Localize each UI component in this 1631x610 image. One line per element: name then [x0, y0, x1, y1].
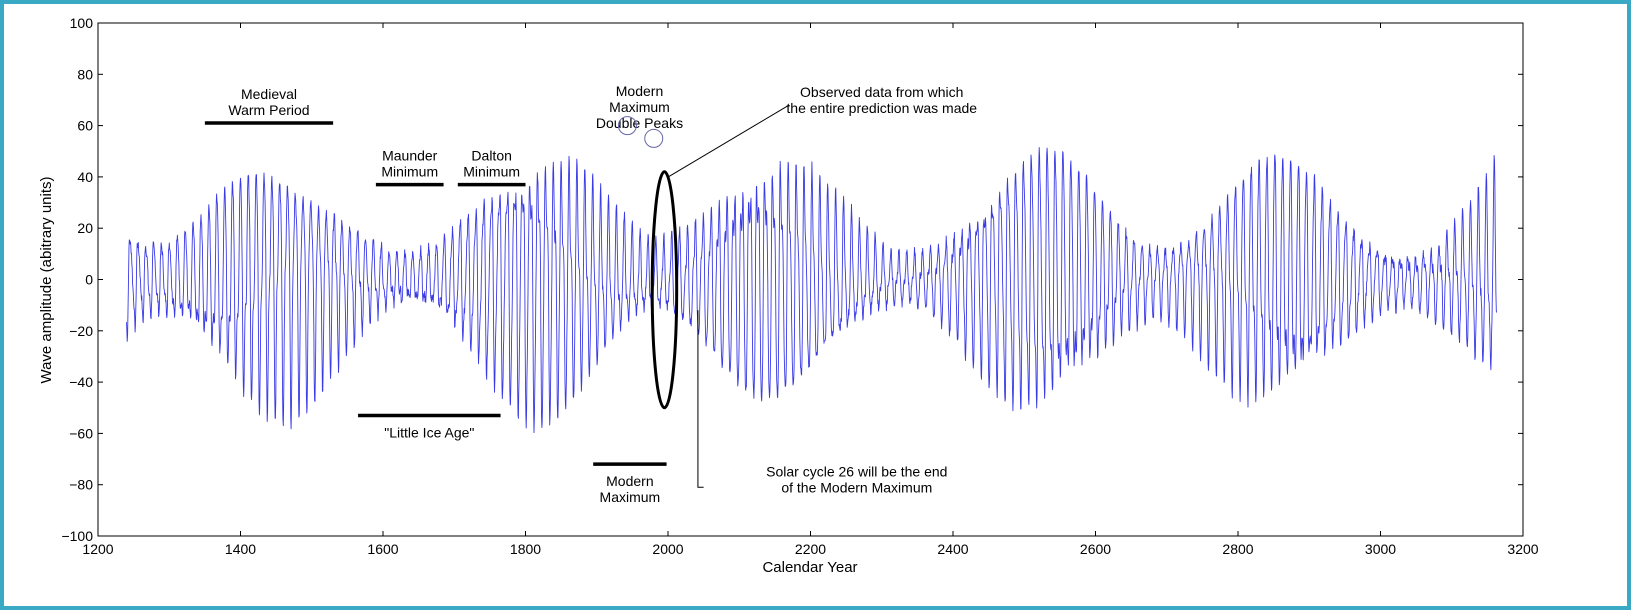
y-tick-label: 100 — [70, 15, 94, 31]
y-tick-label: −100 — [61, 528, 93, 544]
y-tick-label: −20 — [69, 323, 93, 339]
y-tick-label: 80 — [77, 66, 93, 82]
medieval-warm-period-label: Warm Period — [228, 102, 309, 118]
double-peaks-label: Modern — [616, 83, 663, 99]
double-peaks-label: Maximum — [609, 99, 670, 115]
axis-ticks: 1200 1400 1600 1800 2000 2200 2400 2600 2800 3000… — [61, 15, 1538, 557]
modern-maximum-label: Modern — [606, 473, 653, 489]
maunder-minimum-label: Maunder — [382, 148, 438, 164]
dalton-minimum-label: Minimum — [463, 164, 520, 180]
plot-border — [97, 22, 1524, 537]
y-tick-label: −40 — [69, 374, 93, 390]
double-peaks-label: Double Peaks — [596, 115, 683, 131]
x-tick-label: 1600 — [367, 541, 398, 557]
x-tick-label: 2400 — [937, 541, 968, 557]
little-ice-age-label: "Little Ice Age" — [384, 424, 474, 440]
medieval-warm-period-label: Medieval — [241, 86, 297, 102]
x-tick-label: 2800 — [1222, 541, 1253, 557]
y-tick-label: 20 — [77, 220, 93, 236]
x-axis-title: Calendar Year — [762, 559, 857, 576]
solar-cycle-26-note: of the Modern Maximum — [781, 479, 932, 495]
x-tick-label: 2200 — [795, 541, 826, 557]
x-tick-label: 1400 — [225, 541, 256, 557]
dalton-minimum-label: Dalton — [471, 148, 511, 164]
y-axis-title: Wave amplitude (abitrary units) — [38, 176, 55, 383]
peak-circle — [644, 128, 664, 148]
solar-cycle-leader — [697, 310, 704, 488]
y-tick-label: −80 — [69, 477, 93, 493]
x-tick-label: 3000 — [1365, 541, 1396, 557]
x-tick-label: 1200 — [82, 541, 113, 557]
observed-data-note: the entire prediction was made — [786, 100, 977, 116]
x-tick-label: 2000 — [652, 541, 683, 557]
maunder-minimum-label: Minimum — [381, 164, 438, 180]
y-tick-label: 60 — [77, 118, 93, 134]
y-tick-label: 40 — [77, 169, 93, 185]
solar-cycle-26-note: Solar cycle 26 will be the end — [766, 463, 947, 479]
y-tick-label: −60 — [69, 425, 93, 441]
x-tick-label: 2600 — [1080, 541, 1111, 557]
series-line — [126, 147, 1498, 434]
x-tick-label: 3200 — [1507, 541, 1538, 557]
x-tick-label: 1800 — [510, 541, 541, 557]
observed-data-note: Observed data from which — [800, 84, 963, 100]
observed-data-ellipse — [650, 170, 679, 410]
y-tick-label: 0 — [85, 272, 93, 288]
modern-maximum-label: Maximum — [600, 489, 661, 505]
peak-circle — [617, 116, 637, 136]
observed-data-leader — [668, 104, 790, 178]
